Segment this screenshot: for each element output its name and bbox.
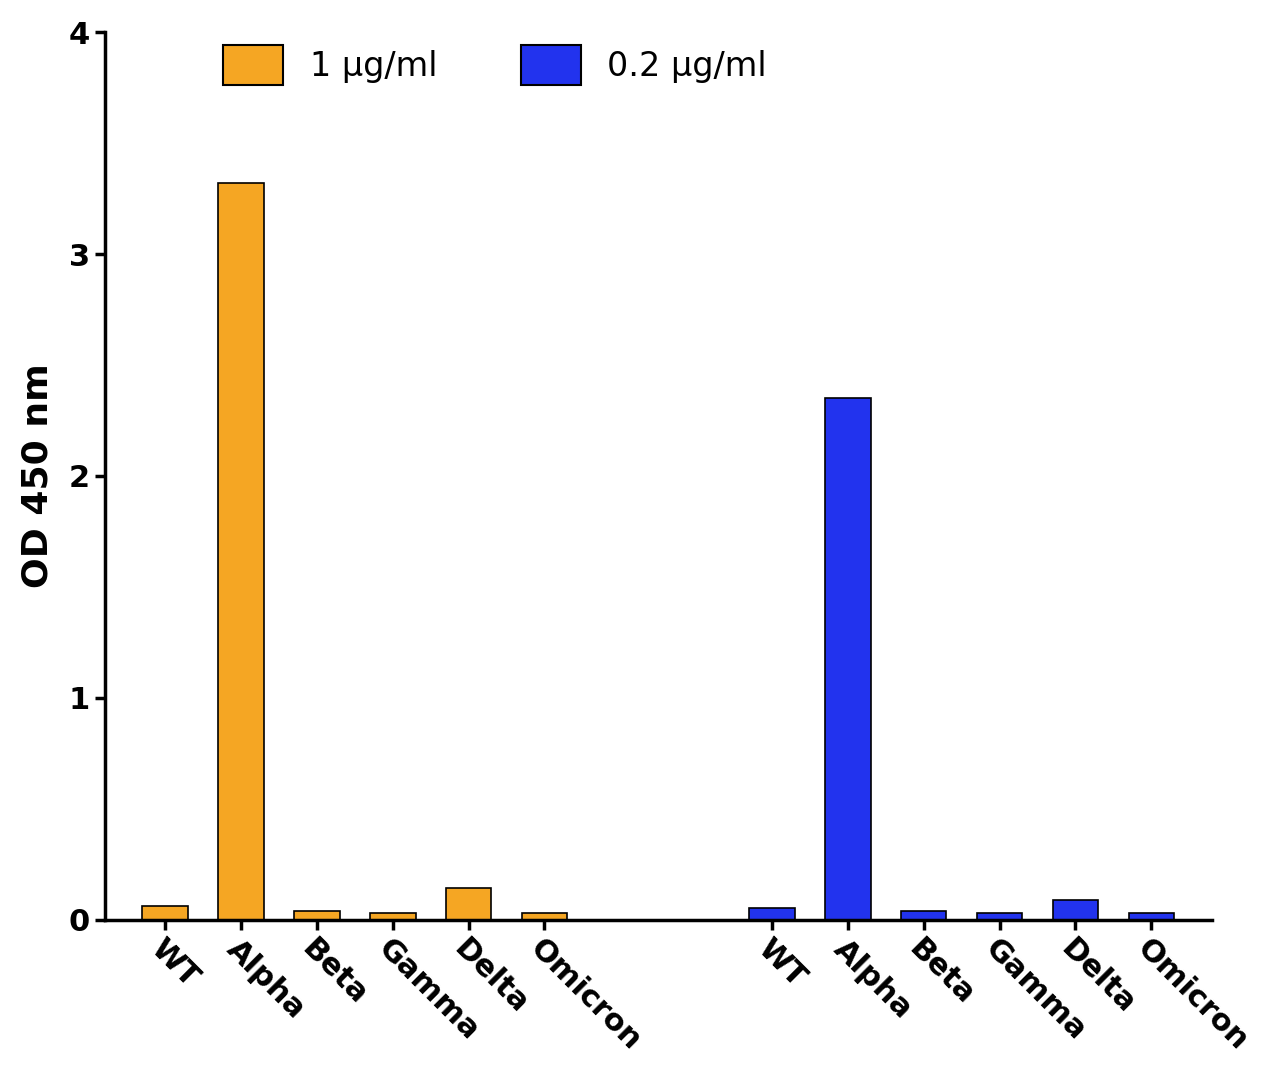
Bar	[749, 908, 795, 920]
Bar	[826, 398, 870, 920]
Bar	[977, 913, 1023, 920]
Bar	[522, 913, 567, 920]
Bar	[142, 906, 188, 920]
Bar	[370, 913, 416, 920]
Bar	[1129, 913, 1174, 920]
Bar	[294, 911, 339, 920]
Bar	[901, 911, 946, 920]
Y-axis label: OD 450 nm: OD 450 nm	[20, 364, 55, 588]
Bar	[219, 183, 264, 920]
Legend: 1 μg/ml, 0.2 μg/ml: 1 μg/ml, 0.2 μg/ml	[210, 31, 781, 99]
Bar	[445, 889, 492, 920]
Bar	[1052, 899, 1098, 920]
